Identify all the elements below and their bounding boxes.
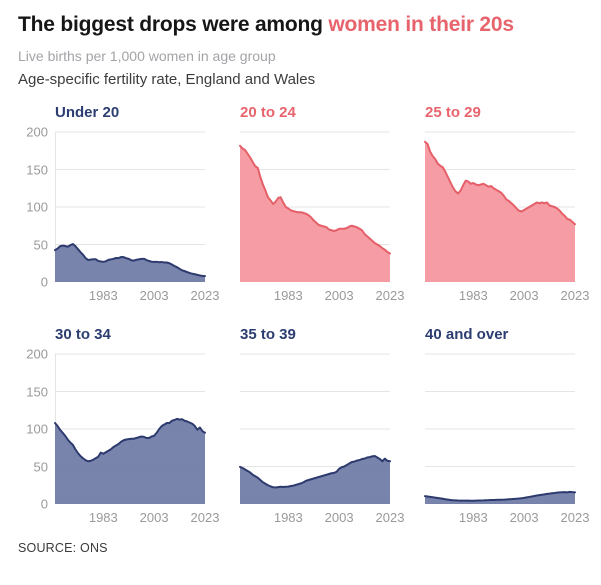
y-axis-label: 50 [33,459,48,475]
area-chart-40-and-over [424,353,576,505]
y-axis-label: 150 [26,162,48,178]
panel-title: 35 to 39 [240,326,296,344]
x-axis-label: 2023 [375,510,405,526]
area-chart-svg [424,353,576,505]
y-axis-label: 100 [26,199,48,215]
chart-description: Age-specific fertility rate, England and… [18,71,316,89]
source-note: SOURCE: ONS [18,541,108,556]
title-text: The biggest drops were among [18,13,329,36]
y-axis-label: 100 [26,421,48,437]
y-axis-labels-bottom: 0 50 100 150 200 [18,326,55,526]
x-axis-label: 1983 [88,288,118,304]
x-axis-label: 2003 [324,288,354,304]
x-axis-label: 2023 [560,288,590,304]
area-chart-25-to-29 [424,131,576,283]
area-chart-20-to-24 [239,131,391,283]
panel-40-and-over: 40 and over 1983 2003 2023 [424,326,590,526]
x-axis-label: 1983 [458,510,488,526]
panel-title: 20 to 24 [240,104,296,122]
y-axis-label: 0 [40,496,48,512]
panel-35-to-39: 35 to 39 1983 2003 2023 [239,326,405,526]
panel-title: 30 to 34 [55,326,111,344]
x-axis-labels: 1983 2003 2023 [240,282,405,304]
panel-25-to-29: 25 to 29 1983 2003 2023 [424,104,590,304]
panel-under-20: Under 20 1983 2003 2023 [54,104,220,304]
x-axis-label: 2023 [190,288,220,304]
area-chart-30-to-34 [54,353,206,505]
x-axis-label: 2003 [324,510,354,526]
x-axis-label: 1983 [88,510,118,526]
panel-title: 40 and over [425,326,509,344]
area-chart-svg [424,131,576,283]
area-chart-svg [54,353,206,505]
x-axis-label: 1983 [458,288,488,304]
panel-30-to-34: 30 to 34 1983 2003 2023 [54,326,220,526]
x-axis-label: 2023 [375,288,405,304]
area-chart-35-to-39 [239,353,391,505]
x-axis-labels: 1983 2003 2023 [240,504,405,526]
x-axis-labels: 1983 2003 2023 [425,504,590,526]
area-chart-svg [239,353,391,505]
chart-figure: The biggest drops were among women in th… [18,12,601,556]
x-axis-labels: 1983 2003 2023 [425,282,590,304]
x-axis-label: 2003 [139,510,169,526]
chart-row-top: 0 50 100 150 200 Under 20 1983 2003 2023 20 to… [18,104,601,304]
title-highlight: women in their 20s [328,13,514,36]
page-title: The biggest drops were among women in th… [18,12,601,37]
area-chart-under-20 [54,131,206,283]
x-axis-label: 2003 [509,510,539,526]
y-axis-labels-top: 0 50 100 150 200 [18,104,55,304]
x-axis-label: 2003 [509,288,539,304]
panel-title: 25 to 29 [425,104,481,122]
x-axis-label: 1983 [273,288,303,304]
chart-row-bottom: 0 50 100 150 200 30 to 34 1983 2003 2023 35 to… [18,326,601,526]
area-chart-svg [239,131,391,283]
chart-subtitle: Live births per 1,000 women in age group [18,48,276,65]
x-axis-label: 2023 [560,510,590,526]
y-axis-label: 0 [40,274,48,290]
y-axis-label: 200 [26,124,48,140]
area-chart-svg [54,131,206,283]
y-axis-label: 150 [26,384,48,400]
x-axis-label: 2003 [139,288,169,304]
x-axis-labels: 1983 2003 2023 [55,282,220,304]
x-axis-label: 2023 [190,510,220,526]
y-axis-label: 200 [26,346,48,362]
panel-20-to-24: 20 to 24 1983 2003 2023 [239,104,405,304]
y-axis-label: 50 [33,237,48,253]
x-axis-labels: 1983 2003 2023 [55,504,220,526]
panel-title: Under 20 [55,104,120,122]
x-axis-label: 1983 [273,510,303,526]
